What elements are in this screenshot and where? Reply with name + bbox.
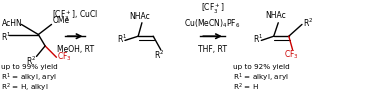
Text: Cu(MeCN)$_4$PF$_6$: Cu(MeCN)$_4$PF$_6$ (184, 18, 241, 30)
Text: R$^1$ = alkyl, aryl: R$^1$ = alkyl, aryl (234, 71, 289, 84)
Text: AcHN: AcHN (2, 19, 22, 28)
Text: up to 92% yield: up to 92% yield (234, 64, 290, 70)
Text: R$^2$: R$^2$ (154, 49, 164, 61)
Text: R$^1$ = alkyl, aryl: R$^1$ = alkyl, aryl (1, 71, 56, 84)
Text: THF, RT: THF, RT (198, 45, 227, 54)
Text: R$^2$: R$^2$ (303, 17, 313, 29)
Text: CF$_3$: CF$_3$ (284, 49, 299, 61)
Text: up to 99% yield: up to 99% yield (1, 64, 57, 70)
Text: R$^2$ = H: R$^2$ = H (234, 82, 259, 93)
Text: R$^2$: R$^2$ (26, 55, 36, 67)
Text: R$^1$: R$^1$ (118, 32, 128, 45)
Text: NHAc: NHAc (265, 11, 286, 20)
Text: MeOH, RT: MeOH, RT (57, 45, 94, 54)
Text: R$^1$: R$^1$ (253, 32, 263, 45)
Text: [CF$_3^+$]: [CF$_3^+$] (201, 2, 225, 16)
Text: CF$_3$: CF$_3$ (57, 51, 72, 63)
Text: R$^1$: R$^1$ (2, 30, 12, 43)
Text: [CF$_3^+$], CuCl: [CF$_3^+$], CuCl (52, 9, 98, 23)
Text: R$^2$ = H, alkyl: R$^2$ = H, alkyl (1, 81, 48, 94)
Text: NHAc: NHAc (129, 11, 150, 21)
Text: OMe: OMe (52, 16, 70, 25)
